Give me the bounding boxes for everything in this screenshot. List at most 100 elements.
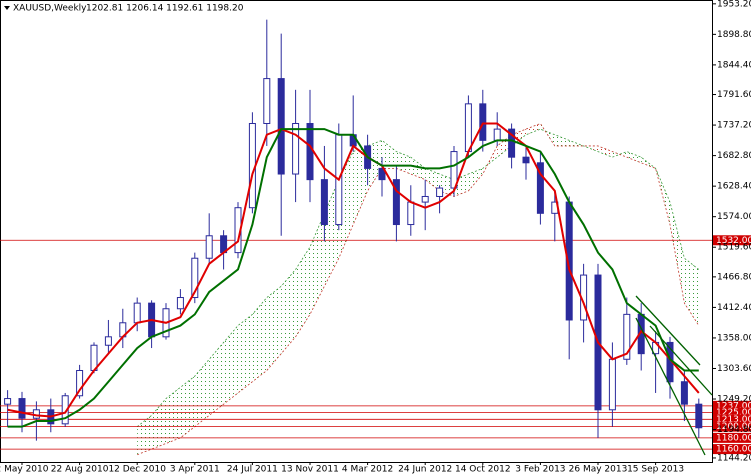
candle-body [608, 358, 616, 411]
indicator-line [7, 128, 699, 428]
level-label: 1200.00 [716, 422, 751, 432]
level-label-box [713, 400, 751, 411]
y-tick-label: 1791.60 [717, 90, 751, 100]
candle-body [277, 78, 285, 175]
level-label-box [713, 421, 751, 432]
candle-body [695, 403, 703, 429]
y-tick-label: 1898.80 [717, 30, 751, 40]
level-label-box [713, 407, 751, 418]
candle-body [508, 128, 516, 158]
candle-body [320, 179, 328, 226]
level-label: 1532.00 [716, 236, 751, 246]
y-tick-label: 1737.20 [717, 121, 751, 131]
level-label-box [713, 432, 751, 443]
y-tick-label: 1412.40 [717, 303, 751, 313]
y-tick-label: 1574.00 [717, 212, 751, 222]
x-tick-label: 12 Dec 2010 [108, 465, 166, 475]
candle-body [76, 369, 84, 397]
level-label: 1237.00 [716, 401, 751, 411]
candle-body [263, 78, 271, 124]
cloud-segment [382, 140, 397, 169]
level-label: 1180.00 [716, 433, 751, 443]
cloud-segment [526, 123, 541, 135]
x-tick-label: 13 Nov 2011 [281, 465, 339, 475]
cloud-segment [180, 376, 195, 438]
candle-body [479, 103, 487, 141]
level-label: 1160.00 [716, 445, 751, 455]
cloud-segment [684, 258, 699, 326]
plot-area [0, 0, 713, 463]
candle-body [205, 235, 213, 259]
candle-body [392, 179, 400, 226]
candle-body [522, 156, 530, 164]
cloud-segment [439, 174, 454, 197]
x-tick-label: 24 Jun 2012 [398, 465, 452, 475]
cloud-segment [151, 398, 166, 450]
cloud-segment [194, 359, 210, 427]
candle-body [421, 195, 429, 203]
y-tick-label: 1519.60 [717, 243, 751, 253]
x-tick-label: 26 May 2013 [569, 465, 628, 475]
cloud-segment [482, 145, 498, 175]
cloud-segment [252, 297, 267, 382]
candle-body [18, 398, 26, 419]
cloud-segment [425, 168, 440, 191]
y-tick-label: 1194.80 [717, 425, 751, 435]
cloud-segment [396, 151, 411, 175]
y-tick-label: 1249.20 [717, 395, 751, 405]
cloud-segment [209, 342, 224, 416]
cloud-segment [641, 157, 656, 169]
level-label-box [713, 444, 751, 455]
candle-body [680, 381, 688, 405]
cloud-segment [598, 145, 613, 158]
x-tick-label: 24 Jul 2011 [227, 465, 278, 475]
cloud-segment [338, 151, 354, 259]
candle-body [191, 257, 199, 299]
cloud-segment [281, 269, 296, 354]
cloud-segment [295, 246, 310, 337]
y-tick-label: 1953.20 [717, 0, 751, 9]
candle-body [292, 122, 300, 175]
y-tick-label: 1466.80 [717, 272, 751, 282]
candle-body [4, 398, 12, 405]
candle-body [436, 187, 444, 197]
level-label: 1213.00 [716, 415, 751, 425]
cloud-segment [626, 151, 642, 163]
x-tick-label: 3 Apr 2011 [170, 465, 220, 475]
x-tick-label: 22 Aug 2010 [51, 465, 109, 475]
x-tick-label: 14 Oct 2012 [455, 465, 511, 475]
cloud-segment [266, 286, 282, 371]
y-tick-label: 1303.60 [717, 364, 751, 374]
cloud-segment [324, 179, 339, 287]
candle-body [176, 297, 184, 310]
cloud-segment [367, 140, 382, 191]
level-label-box [713, 414, 751, 425]
cloud-segment [238, 314, 253, 393]
candle-body [493, 128, 501, 141]
candle-body [306, 122, 314, 181]
y-tick-label: 1358.00 [717, 333, 751, 343]
cloud-segment [670, 202, 685, 304]
trend-channel [635, 295, 713, 456]
x-tick-label: 4 Mar 2012 [342, 465, 393, 475]
y-tick-label: 1844.40 [717, 60, 751, 70]
candle-body [623, 313, 631, 360]
y-tick-label: 1628.40 [717, 182, 751, 192]
candle-body [133, 302, 141, 324]
y-tick-label: 1682.80 [717, 151, 751, 161]
candle-body [104, 336, 112, 346]
candle-body [464, 103, 472, 153]
quote: 1202.81 1206.14 1192.61 1198.20 [86, 4, 244, 14]
candle-body [378, 167, 386, 181]
cloud-segment [353, 145, 368, 225]
cloud-segment [410, 157, 426, 180]
candle-body [61, 395, 69, 425]
cloud-span [136, 128, 700, 427]
cloud-segment [137, 415, 152, 455]
cloud-segment [468, 168, 483, 191]
candle-body [536, 162, 544, 214]
x-tick-label: 2 May 2010 [0, 465, 49, 475]
menu-arrow[interactable] [4, 6, 10, 10]
